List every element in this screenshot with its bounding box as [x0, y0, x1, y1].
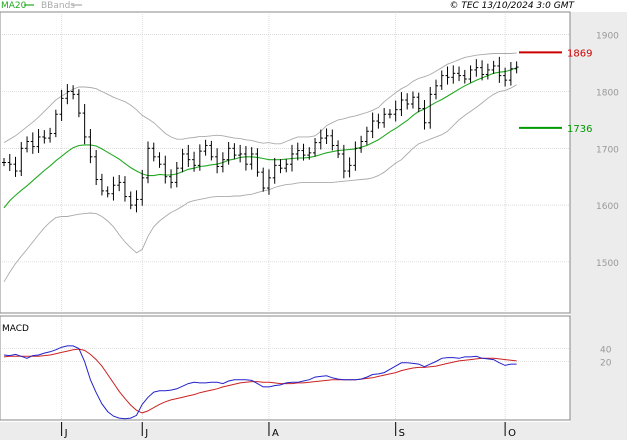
price-panel-frame [0, 11, 571, 314]
macd-tick-label: 40 [600, 346, 612, 356]
attribution-text: © TEC 13/10/2024 3:0 GMT [449, 1, 575, 11]
legend-bbands-label: BBands [41, 1, 75, 11]
x-tick-label: O [508, 428, 516, 439]
price-panel: 1500 1600 1700 1800 1900 1869 1736 [0, 11, 619, 314]
date-axis-band [0, 422, 627, 440]
price-tick-label: 1800 [596, 89, 619, 99]
price-tick-label: 1500 [596, 259, 619, 269]
header-legend: MA20 BBands [1, 1, 82, 11]
macd-panel: MACD 20 40 [0, 315, 612, 421]
legend-ma20-label: MA20 [1, 1, 27, 11]
x-tick-label: J [64, 428, 68, 439]
level-label: 1869 [567, 48, 592, 59]
level-label: 1736 [567, 124, 592, 135]
bband-lower-line [3, 84, 517, 283]
price-axis-band [570, 12, 627, 440]
bband-upper-line [3, 52, 517, 145]
price-tick-label: 1600 [596, 202, 619, 212]
macd-line [3, 345, 517, 420]
macd-tick-label: 20 [600, 359, 612, 369]
macd-panel-frame [0, 315, 571, 421]
signal-line [3, 348, 517, 414]
x-tick-label: S [399, 428, 405, 439]
macd-title: MACD [2, 324, 29, 334]
x-tick-label: A [272, 428, 279, 439]
price-tick-label: 1900 [596, 32, 619, 42]
price-tick-label: 1700 [596, 145, 619, 155]
ma20-line [3, 67, 517, 209]
x-tick-label: J [144, 428, 148, 439]
